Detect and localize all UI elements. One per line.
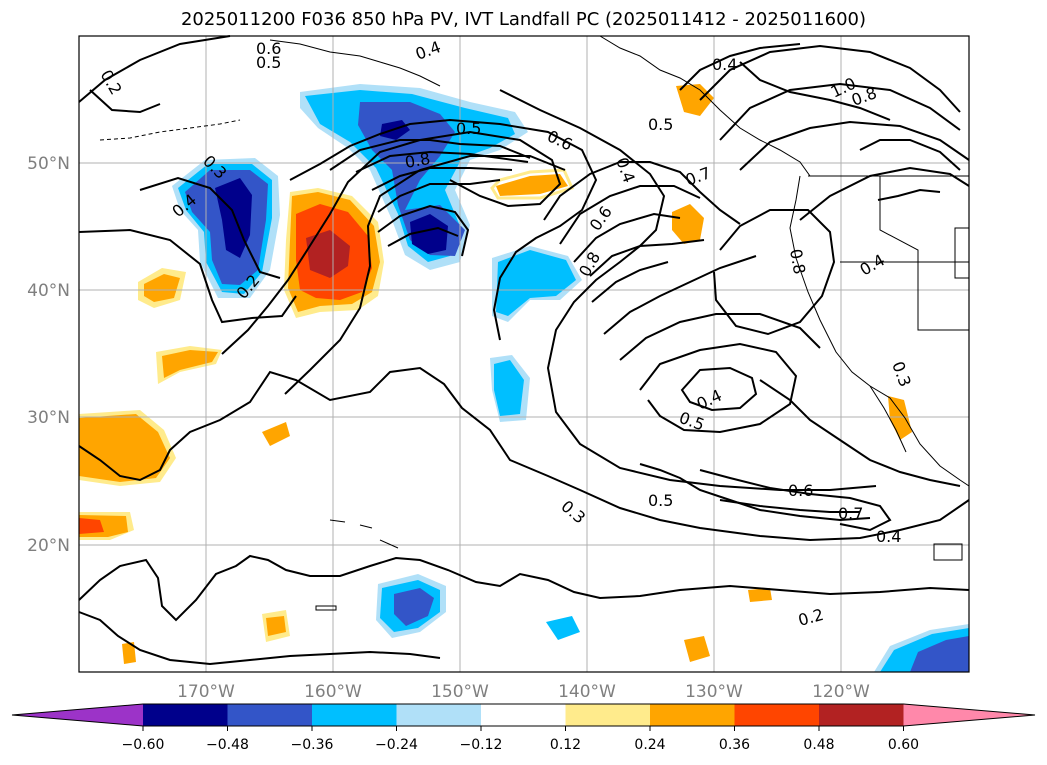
colorbar-cell [396,704,482,726]
shade-blue-s-mid [394,588,434,626]
colorbar-cell [819,704,904,726]
shade-orange-small4 [684,636,710,662]
contour-label: 0.5 [456,119,481,138]
shade-orange-small3 [122,642,136,664]
map-frame [78,35,970,673]
colorbar-tick-label: 0.60 [888,737,919,753]
contour-label: 0.5 [648,115,673,134]
colorbar-tick-label: 0.48 [803,737,834,753]
colorbar-cell [143,704,228,726]
colorbar-tick-label: 0.12 [550,737,581,753]
colorbar-cell [312,704,397,726]
colorbar-tick-label: 0.36 [719,737,750,753]
contour-label: 0.4 [413,37,443,64]
colorbar-tick-label: −0.24 [375,737,418,753]
shade-orange-135 [672,204,704,244]
contour-label: 0.8 [575,248,604,280]
colorbar-tick-labels: −0.60 −0.48 −0.36 −0.24 −0.12 0.12 0.24 0.36 0.4… [122,726,919,753]
lon-axis: 170°W 160°W 150°W 140°W 130°W 120°W [177,682,870,702]
colorbar-extend-high [903,704,1035,726]
colorbar-cell [481,704,566,726]
lon-tick-label: 130°W [685,682,743,702]
shade-yellow-52n [490,168,575,200]
contour-label: 0.4 [857,250,889,279]
contour-label: 0.3 [888,359,915,389]
contour-label: 0.4 [612,155,639,185]
lon-tick-label: 140°W [558,682,616,702]
colorbar-tick-label: −0.48 [206,737,249,753]
lat-axis: 50°N 40°N 30°N 20°N [27,154,70,556]
shade-brick-160 [306,230,350,278]
lat-tick-label: 20°N [27,536,70,556]
colorbar-tick-label: −0.36 [291,737,334,753]
contour-label: 0.6 [788,481,813,500]
shade-orange-west2 [79,414,170,482]
lat-tick-label: 30°N [27,408,70,428]
contour-lines [78,35,970,666]
shade-orange-175 [144,274,180,302]
contour-label: 0.2 [796,605,826,630]
shade-yellow-small1 [262,422,290,446]
shade-navy-nc2 [410,214,448,254]
colorbar: −0.60 −0.48 −0.36 −0.24 −0.12 0.12 0.24 0.36 0.4… [11,703,1036,753]
lon-tick-label: 150°W [431,682,489,702]
colorbar-cell [734,704,820,726]
lon-tick-label: 120°W [812,682,870,702]
contour-label: 0.7 [683,163,713,190]
shade-orange-baja [888,396,912,440]
shade-blue-148b [494,360,524,416]
shade-orange-52n [496,174,568,196]
colorbar-cell [650,704,735,726]
contour-label: 0.8 [403,149,431,172]
lat-tick-label: 50°N [27,154,70,174]
contour-label: 0.4 [712,55,737,74]
contour-label: 0.3 [557,497,589,528]
contour-label: 0.6 [256,39,281,58]
contour-label: 0.6 [544,126,575,154]
lon-tick-label: 170°W [177,682,235,702]
lon-tick-label: 160°W [304,682,362,702]
map-title: 2025011200 F036 850 hPa PV, IVT Landfall… [180,9,867,30]
colorbar-cells [11,703,1036,727]
shade-orange-small5 [748,588,772,602]
shade-orange-35n [162,350,218,378]
contour-label: 0.8 [786,247,809,275]
coastlines [99,35,970,611]
pv-shading [79,84,969,672]
shade-orange-55n [676,84,714,116]
colorbar-tick-label: 0.24 [634,737,665,753]
colorbar-cell [227,704,313,726]
gridlines [79,36,969,672]
lat-tick-label: 40°N [27,281,70,301]
contour-label: 0.4 [876,527,901,546]
colorbar-tick-label: −0.12 [460,737,503,753]
contour-label: 0.5 [256,53,281,72]
colorbar-tick-label: −0.60 [122,737,165,753]
shade-orange-small2 [266,616,286,636]
shade-blue-se-mid [910,636,969,672]
colorbar-extend-low [12,704,143,726]
shade-blue-145 [496,250,576,316]
contour-label: 0.5 [648,491,673,510]
shade-blue-s2 [546,616,580,640]
colorbar-cell [565,704,651,726]
contour-label: 0.7 [838,504,863,523]
shade-red-sw [79,518,104,534]
